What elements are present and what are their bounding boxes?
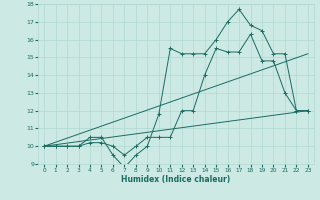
X-axis label: Humidex (Indice chaleur): Humidex (Indice chaleur) <box>121 175 231 184</box>
